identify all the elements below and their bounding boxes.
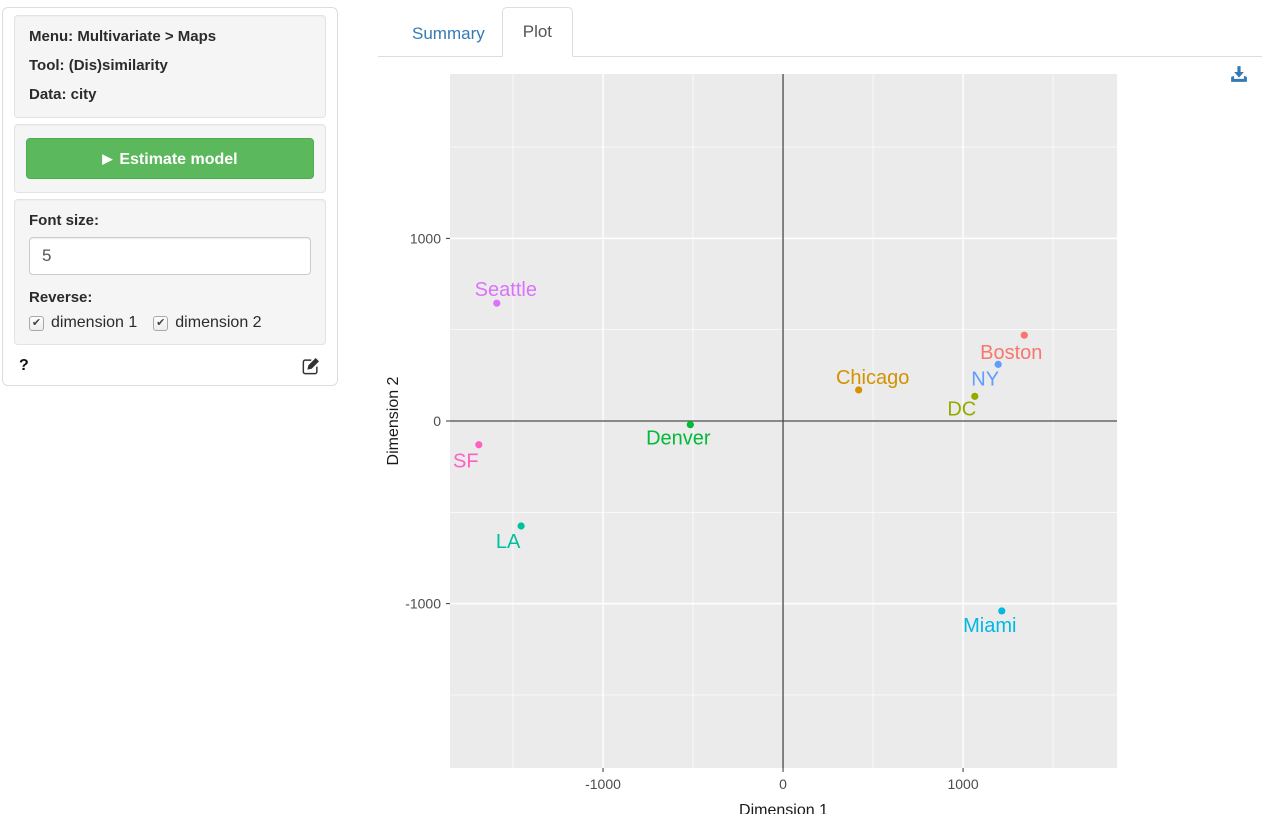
- city-point: [971, 392, 979, 400]
- city-point: [855, 386, 863, 394]
- x-axis-title: Dimension 1: [739, 802, 828, 814]
- menu-breadcrumb: Menu: Multivariate > Maps: [29, 28, 217, 45]
- reverse-label: Reverse:: [29, 289, 93, 306]
- city-label: Seattle: [475, 279, 537, 301]
- x-tick-label: -1000: [585, 776, 621, 792]
- checkbox-dimension-1[interactable]: ✔ dimension 1: [29, 314, 137, 332]
- city-point: [475, 441, 483, 449]
- city-point: [493, 299, 501, 307]
- city-point: [994, 360, 1002, 368]
- y-tick-label: 1000: [410, 230, 441, 246]
- sidebar-footer: ?: [14, 351, 326, 381]
- sidebar: Menu: Multivariate > Maps Tool: (Dis)sim…: [2, 7, 338, 386]
- mds-plot: -1000 0 1000 1000 0 -1000 Dimension 1 Dimension…: [385, 74, 1117, 814]
- tool-label: Tool: (Dis)similarity: [29, 57, 168, 74]
- download-plot-icon[interactable]: [1230, 65, 1248, 83]
- city-label: SF: [453, 451, 479, 473]
- city-label: Denver: [646, 428, 711, 450]
- reverse-checkbox-group: ✔ dimension 1 ✔ dimension 2: [29, 314, 311, 332]
- estimate-model-button[interactable]: ▶ Estimate model: [26, 138, 314, 179]
- y-axis-title: Dimension 2: [385, 376, 402, 465]
- city-label: DC: [947, 398, 976, 420]
- plot-options-panel: Font size: Reverse: ✔ dimension 1 ✔ dime…: [14, 199, 326, 345]
- y-tick-label: -1000: [405, 596, 441, 612]
- city-point: [686, 421, 694, 429]
- checkbox-checked-icon[interactable]: ✔: [153, 315, 169, 331]
- tab-plot[interactable]: Plot: [501, 7, 574, 57]
- data-label: Data: city: [29, 86, 97, 103]
- city-point: [1020, 331, 1028, 339]
- play-icon: ▶: [102, 151, 113, 166]
- estimate-panel: ▶ Estimate model: [14, 124, 326, 193]
- city-point: [998, 607, 1006, 615]
- checkbox-dimension-2[interactable]: ✔ dimension 2: [153, 314, 262, 332]
- checkbox-dimension-1-label: dimension 1: [51, 314, 138, 331]
- font-size-input[interactable]: [29, 237, 311, 275]
- checkbox-dimension-2-label: dimension 2: [175, 314, 262, 331]
- estimate-model-label: Estimate model: [119, 151, 238, 168]
- city-label: Boston: [980, 342, 1042, 364]
- model-info-panel: Menu: Multivariate > Maps Tool: (Dis)sim…: [14, 15, 326, 118]
- tab-summary[interactable]: Summary: [412, 24, 485, 43]
- city-label: NY: [971, 368, 999, 390]
- city-label: Chicago: [836, 367, 909, 389]
- city-label: LA: [496, 531, 521, 553]
- help-icon[interactable]: ?: [19, 357, 29, 374]
- city-point: [517, 522, 525, 530]
- city-label: Miami: [963, 615, 1016, 637]
- font-size-label: Font size:: [29, 212, 99, 229]
- tab-bar: Summary Plot: [378, 0, 1262, 57]
- x-tick-label: 1000: [947, 776, 978, 792]
- x-tick-label: 0: [779, 776, 787, 792]
- checkbox-checked-icon[interactable]: ✔: [29, 315, 44, 331]
- edit-report-icon[interactable]: [302, 357, 320, 375]
- main-panel: Summary Plot -1000 0 1000 1000 0 -1000 Dimensi…: [378, 0, 1262, 814]
- y-tick-label: 0: [433, 413, 441, 429]
